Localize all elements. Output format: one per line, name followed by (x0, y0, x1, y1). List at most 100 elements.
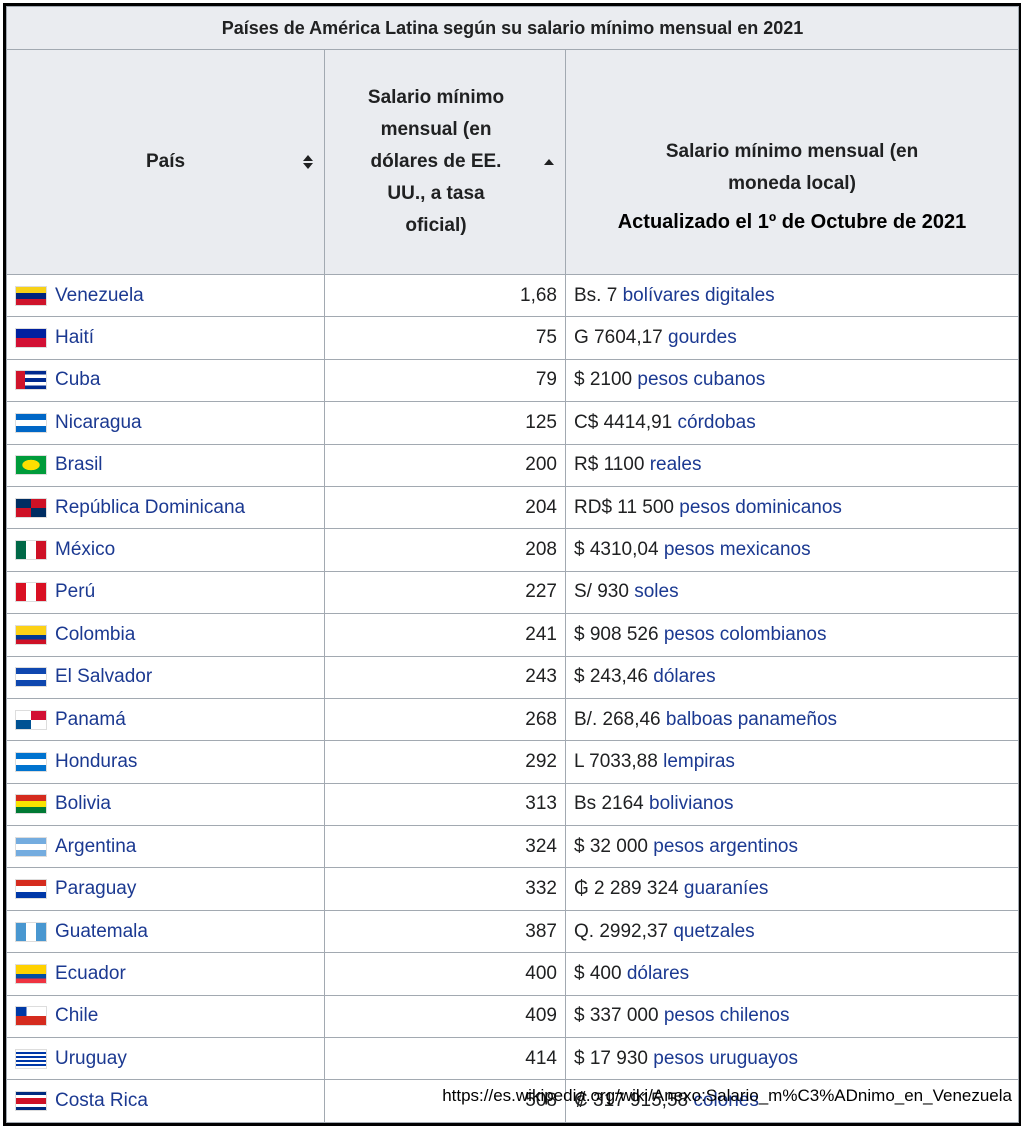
currency-link[interactable]: soles (634, 581, 679, 603)
country-link[interactable]: Bolivia (55, 793, 111, 815)
flag-icon (15, 709, 47, 730)
flag-icon (15, 1091, 47, 1112)
usd-cell: 1,68 (324, 273, 566, 318)
flag-icon (15, 582, 47, 603)
header-text: Salario mínimo mensual (en moneda local) (665, 141, 919, 194)
local-cell: $ 243,46 dólares (564, 655, 1020, 699)
flag-icon (15, 540, 47, 561)
country-link[interactable]: Brasil (55, 454, 103, 476)
currency-link[interactable]: pesos mexicanos (663, 539, 811, 561)
local-amount: $ 4310,04 (574, 539, 659, 561)
column-header[interactable]: País (6, 49, 325, 275)
country-cell: Bolivia (6, 782, 325, 827)
currency-link[interactable]: pesos argentinos (653, 835, 798, 857)
country-link[interactable]: El Salvador (55, 666, 153, 688)
currency-link[interactable]: lempiras (663, 750, 735, 772)
usd-cell: 227 (324, 570, 566, 615)
country-link[interactable]: Honduras (55, 750, 138, 772)
local-amount: B/. 268,46 (574, 708, 661, 730)
local-cell: $ 337 000 pesos chilenos (564, 994, 1020, 1039)
header-text: Salario mínimo mensual (en dólares de EE… (367, 87, 505, 236)
country-link[interactable]: México (55, 539, 116, 561)
local-cell: ₲ 2 289 324 guaraníes (564, 867, 1020, 911)
country-link[interactable]: Paraguay (55, 878, 137, 900)
local-amount: R$ 1100 (574, 454, 645, 476)
country-link[interactable]: Perú (55, 581, 96, 603)
salary-table: Países de América Latina según su salari… (5, 6, 1020, 1123)
usd-cell: 400 (324, 952, 566, 996)
country-link[interactable]: Venezuela (55, 284, 144, 306)
usd-cell: 292 (324, 740, 566, 784)
local-cell: $ 32 000 pesos argentinos (564, 825, 1020, 869)
country-link[interactable]: Haití (55, 327, 95, 349)
flag-icon (15, 285, 47, 306)
flag-icon (15, 794, 47, 815)
country-link[interactable]: República Dominicana (55, 496, 246, 518)
currency-link[interactable]: pesos dominicanos (679, 496, 842, 518)
local-cell: $ 400 dólares (564, 952, 1020, 996)
sort-icon[interactable] (302, 154, 314, 170)
currency-link[interactable]: colones (693, 1090, 759, 1112)
local-cell: RD$ 11 500 pesos dominicanos (564, 485, 1020, 530)
table-row: Panamá 268 B/. 268,46 balboas panameños (6, 697, 1020, 742)
flag-icon (15, 879, 47, 900)
local-amount: $ 2100 (574, 369, 633, 391)
country-cell: Argentina (6, 825, 325, 869)
country-link[interactable]: Colombia (55, 623, 136, 645)
country-cell: República Dominicana (6, 485, 325, 530)
country-cell: Costa Rica (6, 1079, 325, 1123)
country-cell: Nicaragua (6, 401, 325, 445)
currency-link[interactable]: guaraníes (683, 878, 769, 900)
usd-cell: 200 (324, 443, 566, 487)
usd-cell: 241 (324, 613, 566, 657)
currency-link[interactable]: pesos uruguayos (653, 1047, 798, 1069)
table-row: Chile 409 $ 337 000 pesos chilenos (6, 994, 1020, 1039)
country-link[interactable]: Costa Rica (55, 1090, 148, 1112)
table-row: Brasil 200 R$ 1100 reales (6, 443, 1020, 487)
country-link[interactable]: Panamá (55, 708, 126, 730)
currency-link[interactable]: córdobas (677, 411, 756, 433)
country-cell: Uruguay (6, 1037, 325, 1081)
currency-link[interactable]: dólares (653, 666, 716, 688)
local-cell: R$ 1100 reales (564, 443, 1020, 487)
currency-link[interactable]: quetzales (673, 920, 755, 942)
currency-link[interactable]: dólares (626, 962, 690, 984)
table-row: Honduras 292 L 7033,88 lempiras (6, 740, 1020, 784)
currency-link[interactable]: reales (649, 454, 702, 476)
local-amount: ₲ 2 289 324 (574, 878, 679, 900)
currency-link[interactable]: gourdes (668, 327, 737, 349)
update-note: Actualizado el 1º de Octubre de 2021 (617, 211, 967, 233)
column-header[interactable]: Salario mínimo mensual (en dólares de EE… (324, 49, 566, 275)
local-cell: L 7033,88 lempiras (564, 740, 1020, 784)
country-cell: Colombia (6, 613, 325, 657)
local-cell: Q. 2992,37 quetzales (564, 909, 1020, 954)
country-link[interactable]: Guatemala (55, 920, 148, 942)
country-cell: Cuba (6, 358, 325, 403)
currency-link[interactable]: pesos colombianos (663, 623, 827, 645)
table-row: Ecuador 400 $ 400 dólares (6, 952, 1020, 996)
local-amount: Bs 2164 (574, 793, 644, 815)
sort-icon[interactable] (543, 157, 555, 167)
local-amount: $ 243,46 (574, 666, 648, 688)
country-cell: El Salvador (6, 655, 325, 699)
currency-link[interactable]: pesos chilenos (663, 1005, 790, 1027)
flag-icon (15, 751, 47, 772)
currency-link[interactable]: bolivianos (649, 793, 734, 815)
currency-link[interactable]: balboas panameños (665, 708, 838, 730)
currency-link[interactable]: bolívares digitales (622, 284, 775, 306)
country-link[interactable]: Ecuador (55, 962, 126, 984)
local-cell: $ 908 526 pesos colombianos (564, 613, 1020, 657)
country-link[interactable]: Nicaragua (55, 411, 142, 433)
currency-link[interactable]: pesos cubanos (637, 369, 766, 391)
local-amount: RD$ 11 500 (574, 496, 674, 518)
header-text: País (145, 151, 186, 172)
country-link[interactable]: Uruguay (55, 1047, 127, 1069)
table-caption: Países de América Latina según su salari… (5, 6, 1020, 50)
local-amount: S/ 930 (574, 581, 629, 603)
table-row: República Dominicana 204 RD$ 11 500 pesos … (6, 485, 1020, 530)
country-link[interactable]: Chile (55, 1005, 99, 1027)
local-amount: G 7604,17 (574, 327, 663, 349)
column-header: Salario mínimo mensual (en moneda local)… (564, 49, 1020, 275)
country-link[interactable]: Cuba (55, 369, 101, 391)
country-link[interactable]: Argentina (55, 835, 137, 857)
